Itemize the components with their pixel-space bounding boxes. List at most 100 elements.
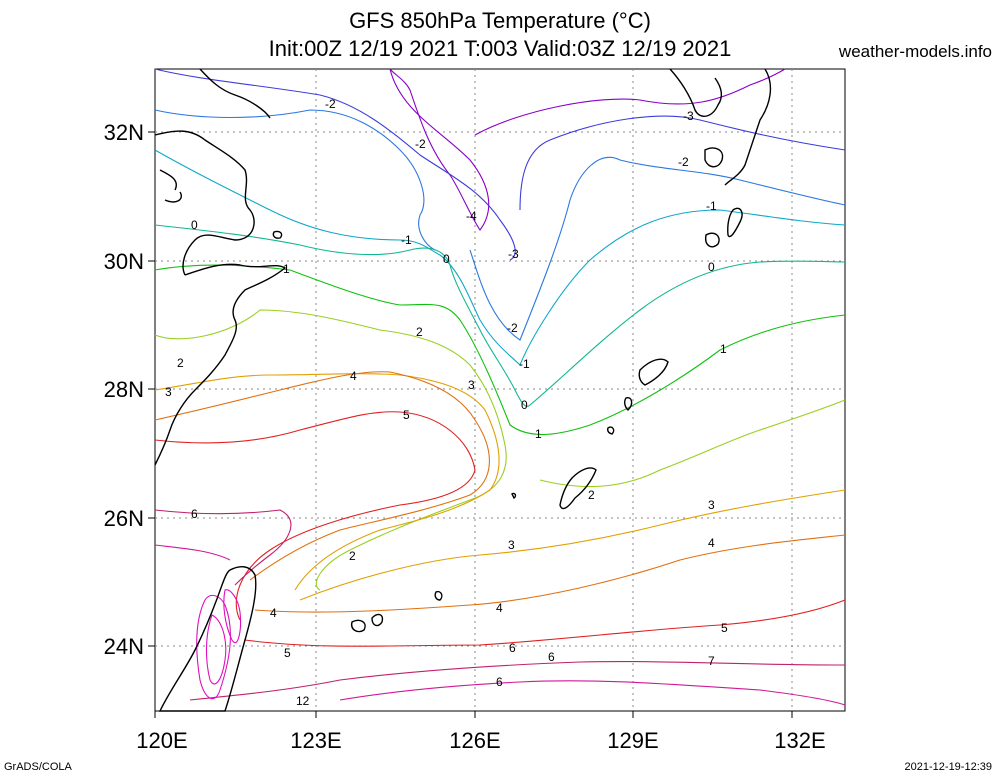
contour-label: 2 <box>349 549 356 563</box>
contour-label: 4 <box>496 601 503 615</box>
map-title: GFS 850hPa Temperature (°C) <box>349 8 651 33</box>
x-tick-label: 120E <box>136 728 187 753</box>
y-tick-label: 24N <box>104 634 144 659</box>
footer-timestamp: 2021-12-19-12:39 <box>904 761 992 773</box>
coast-kyushu <box>724 68 772 186</box>
coast-island-8 <box>272 230 283 239</box>
x-tick-label: 132E <box>774 728 825 753</box>
x-tick-label: 126E <box>449 728 500 753</box>
contour-four <box>154 371 490 581</box>
contour-label: 6 <box>191 507 198 521</box>
tick-marks <box>148 131 793 718</box>
contour-two <box>154 309 507 591</box>
coast-island-6 <box>511 492 517 500</box>
contour-label: 0 <box>443 252 450 266</box>
contour-label: 2 <box>588 488 595 502</box>
contour-two-east <box>539 399 846 488</box>
coast-island-3 <box>704 232 720 248</box>
coastlines <box>154 68 772 712</box>
contour-label: 3 <box>508 538 515 552</box>
contour-six-south <box>189 660 846 701</box>
contour-label: 6 <box>548 650 555 664</box>
contour-label: 2 <box>177 356 184 370</box>
coast-island-5 <box>606 426 615 435</box>
contour-label: -1 <box>706 199 717 213</box>
contour-minus3-west <box>154 68 516 261</box>
coast-amami <box>638 358 669 386</box>
contour-label: 3 <box>468 378 475 392</box>
contour-label: 4 <box>708 536 715 550</box>
contour-label: 4 <box>350 369 357 383</box>
coast-island-7 <box>434 590 443 601</box>
contour-label: 0 <box>191 218 198 232</box>
contour-label: 1 <box>535 427 542 441</box>
contour-label: 2 <box>416 325 423 339</box>
site-label: weather-models.info <box>838 42 992 61</box>
contour-label: -4 <box>466 209 477 223</box>
contour-label: 5 <box>284 646 291 660</box>
coast-china-north <box>154 130 255 276</box>
contour-label: 12 <box>296 694 310 708</box>
coast-miyako <box>350 619 366 633</box>
contour-label: 4 <box>270 606 277 620</box>
coast-china-south <box>154 263 287 466</box>
contour-five <box>154 411 476 621</box>
coast-island-2 <box>727 207 743 238</box>
contour-taiwan-2 <box>205 614 227 685</box>
contour-label: 1 <box>283 262 290 276</box>
contour-label: 5 <box>721 621 728 635</box>
x-tick-label: 123E <box>290 728 341 753</box>
gridlines <box>155 69 845 711</box>
contour-minus1 <box>154 149 846 366</box>
contour-label: 0 <box>708 260 715 274</box>
contour-label: -2 <box>415 137 426 151</box>
x-tick-label: 129E <box>607 728 658 753</box>
contour-minus2-west <box>154 109 436 251</box>
contour-label: -2 <box>507 321 518 335</box>
footer-left: GrADS/COLA <box>4 761 72 773</box>
coast-north-edge <box>199 68 271 119</box>
contour-label: 7 <box>708 654 715 668</box>
contour-six-west <box>154 509 292 586</box>
contour-zero <box>154 224 846 407</box>
y-tick-label: 28N <box>104 377 144 402</box>
contour-label: 5 <box>403 408 410 422</box>
coast-island-4 <box>623 397 633 411</box>
contour-one <box>154 264 846 435</box>
contour-three <box>154 373 500 591</box>
contour-minus3-east <box>519 115 846 211</box>
contour-label: 0 <box>521 398 528 412</box>
coast-okinawa <box>559 467 597 510</box>
contour-label: -3 <box>683 109 694 123</box>
coast-korea <box>669 68 723 117</box>
contour-label: -2 <box>325 97 336 111</box>
contour-four-east <box>254 534 846 613</box>
contour-label: -1 <box>401 233 412 247</box>
contour-label: 6 <box>509 641 516 655</box>
coast-islands-west <box>159 169 182 203</box>
contour-lines <box>154 68 846 706</box>
y-tick-label: 30N <box>104 249 144 274</box>
y-tick-label: 32N <box>104 120 144 145</box>
contour-label: -3 <box>508 247 519 261</box>
contour-label: -1 <box>519 357 530 371</box>
contour-label: 1 <box>720 342 727 356</box>
contour-label: 3 <box>708 498 715 512</box>
contour-seven-west <box>154 544 231 561</box>
contour-label: 3 <box>165 385 172 399</box>
contour-three-east <box>299 489 846 601</box>
contour-label: 6 <box>496 675 503 689</box>
contour-labels: -2 -2 -4 -3 -3 -2 -1 -1 0 0 0 1 -2 -1 0 … <box>165 97 728 708</box>
contour-minus4-west <box>389 68 490 231</box>
contour-minus4-east <box>474 68 786 136</box>
contour-five-east <box>244 599 846 647</box>
y-tick-label: 26N <box>104 506 144 531</box>
coast-taiwan <box>158 566 257 712</box>
coast-island-1 <box>704 147 724 168</box>
contour-label: -2 <box>678 155 689 169</box>
contour-taiwan-3 <box>223 589 242 643</box>
contour-seven-south <box>339 680 846 706</box>
coast-ishigaki <box>371 613 384 627</box>
contour-minus2-east <box>469 156 846 341</box>
